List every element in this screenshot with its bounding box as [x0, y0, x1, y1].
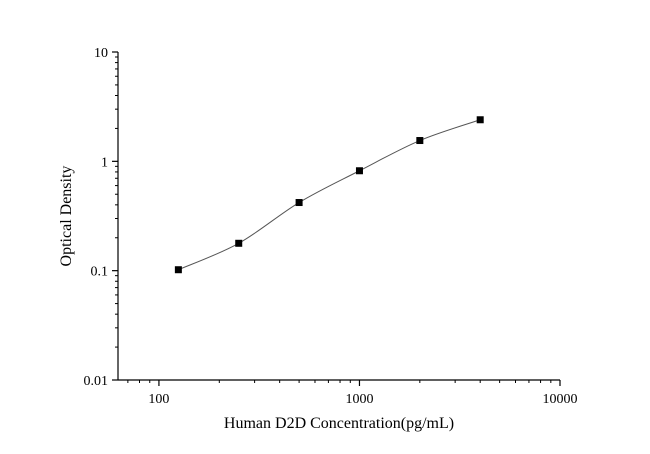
data-point-marker: [295, 199, 303, 207]
x-tick-label: 10000: [543, 392, 578, 407]
y-axis-title: Optical Density: [58, 166, 75, 267]
y-tick-label: 0.01: [84, 374, 109, 389]
fit-line-group: [178, 119, 481, 271]
data-point-marker: [174, 266, 182, 274]
data-point-marker: [476, 116, 484, 124]
data-points: [174, 116, 484, 274]
x-tick-label: 1000: [345, 392, 373, 407]
y-tick-label: 0.1: [91, 265, 109, 280]
data-point-marker: [235, 239, 243, 247]
x-tick-label: 100: [148, 392, 169, 407]
fit-curve: [178, 119, 481, 271]
y-tick-label: 1: [101, 155, 108, 170]
data-point-marker: [416, 137, 424, 145]
data-point-marker: [355, 167, 363, 175]
y-tick-label: 10: [94, 46, 108, 61]
x-axis-title: Human D2D Concentration(pg/mL): [224, 415, 454, 432]
ticks: 100 1000 10000 0.01 0.1 1 10: [84, 46, 578, 407]
axes: [117, 52, 560, 381]
